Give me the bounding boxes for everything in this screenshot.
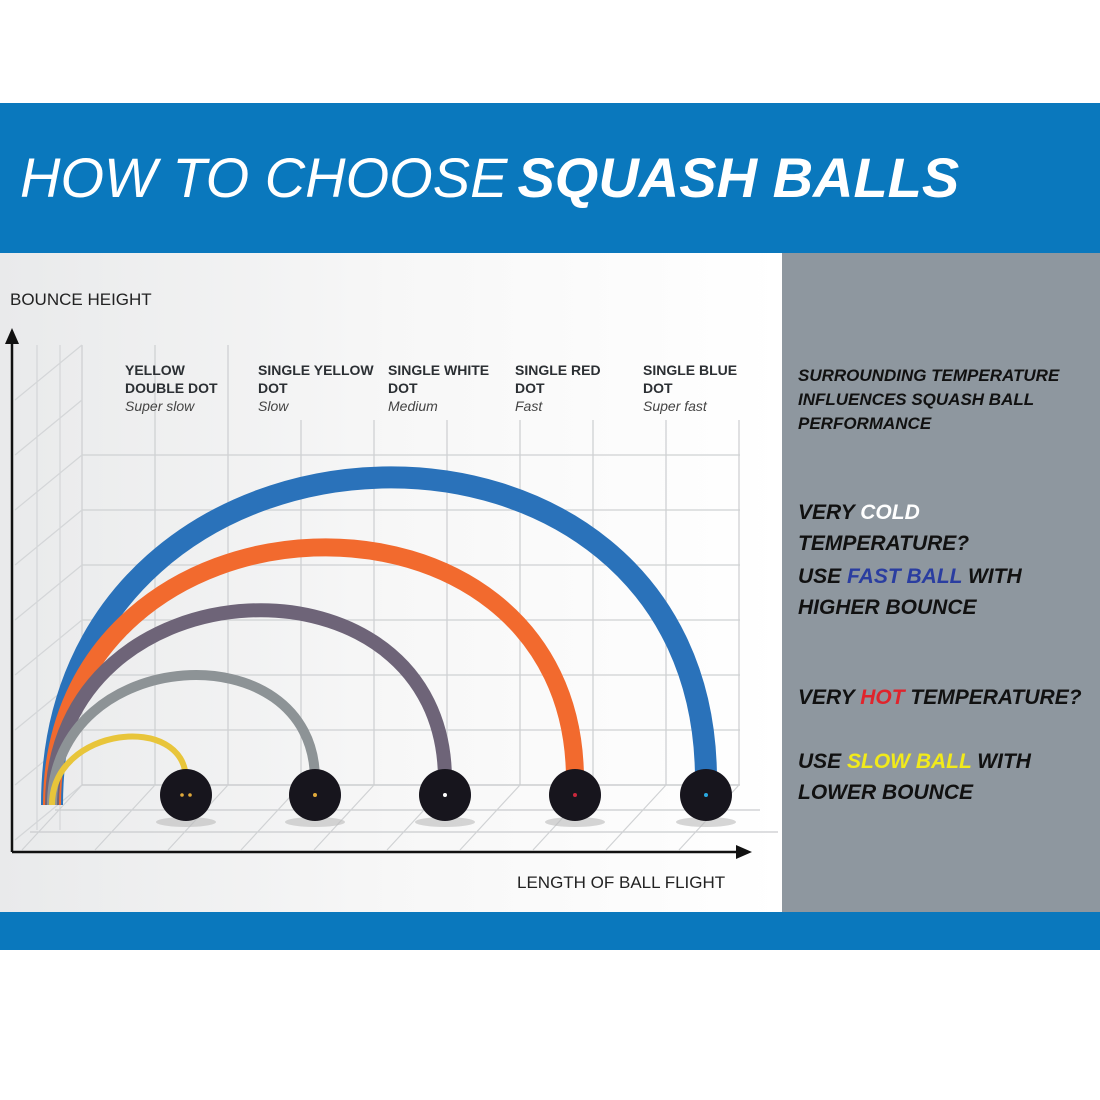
ball-name: SINGLE YELLOW DOT xyxy=(258,362,374,396)
ball-name: SINGLE WHITE DOT xyxy=(388,362,490,396)
ball-label: SINGLE RED DOT Fast xyxy=(515,361,633,415)
ball-speed: Medium xyxy=(388,398,438,414)
hot-question: VERY HOT TEMPERATURE? xyxy=(798,682,1094,713)
grid-line xyxy=(14,619,83,676)
ball-name: SINGLE BLUE DOT xyxy=(643,362,738,396)
ball-shadow xyxy=(156,817,216,827)
grid-line xyxy=(14,454,83,511)
ball-shadow xyxy=(545,817,605,827)
text: USE xyxy=(798,750,848,773)
text: TEMPERATURE? xyxy=(904,686,1082,709)
ball-dot xyxy=(573,793,577,797)
highlight-cold: COLD xyxy=(860,501,920,524)
ball-dot xyxy=(704,793,708,797)
text: WITH LOWER BOUNCE xyxy=(798,750,1031,804)
cold-answer: USE FAST BALL WITH HIGHER BOUNCE xyxy=(798,561,1038,623)
floor-line xyxy=(94,784,156,851)
hot-answer: USE SLOW BALL WITH LOWER BOUNCE xyxy=(798,746,1038,808)
ball-label: SINGLE YELLOW DOT Slow xyxy=(258,361,376,415)
ball-label: SINGLE WHITE DOT Medium xyxy=(388,361,506,415)
ball-dot xyxy=(180,793,184,797)
x-axis-label: LENGTH OF BALL FLIGHT xyxy=(517,873,726,892)
highlight-hot: HOT xyxy=(860,686,905,709)
text: VERY xyxy=(798,501,861,524)
ball-speed: Fast xyxy=(515,398,543,414)
text: TEMPERATURE? xyxy=(798,532,970,555)
highlight-slow-ball: SLOW BALL xyxy=(847,750,972,773)
ball-label: YELLOW DOUBLE DOT Super slow xyxy=(125,361,243,415)
panel-intro: SURROUNDING TEMPERATURE INFLUENCES SQUAS… xyxy=(798,366,1060,433)
ball-dot xyxy=(188,793,192,797)
page-title: HOW TO CHOOSE SQUASH BALLS xyxy=(20,145,1080,211)
ball-shadow xyxy=(676,817,736,827)
header-banner xyxy=(0,103,1100,253)
grid-line xyxy=(14,564,83,621)
y-axis-label: BOUNCE HEIGHT xyxy=(10,290,152,309)
ball-shadow xyxy=(415,817,475,827)
title-bold: SQUASH BALLS xyxy=(517,146,960,209)
grid-line xyxy=(14,399,83,456)
bounce-arc xyxy=(41,466,717,806)
y-axis-arrow-icon xyxy=(5,328,19,344)
bounce-arc xyxy=(47,670,320,806)
grid-line xyxy=(14,784,83,841)
ball-label: SINGLE BLUE DOT Super fast xyxy=(643,361,761,415)
temperature-panel xyxy=(782,253,1100,912)
ball-speed: Super fast xyxy=(643,398,707,414)
text: VERY xyxy=(798,686,861,709)
ball-speed: Slow xyxy=(258,398,289,414)
title-light: HOW TO CHOOSE xyxy=(20,146,508,209)
floor-line xyxy=(21,784,83,851)
footer-bar xyxy=(0,912,1100,950)
bounce-arc xyxy=(49,733,189,806)
squash-ball xyxy=(160,769,212,821)
text: WITH HIGHER BOUNCE xyxy=(798,565,1022,619)
ball-name: SINGLE RED DOT xyxy=(515,362,601,396)
grid-line xyxy=(14,344,83,401)
bounce-arc xyxy=(45,603,452,806)
highlight-fast-ball: FAST BALL xyxy=(847,565,963,588)
grid-line xyxy=(14,509,83,566)
cold-question: VERY COLD TEMPERATURE? xyxy=(798,497,1094,559)
bounce-arc xyxy=(43,538,584,806)
ball-shadow xyxy=(285,817,345,827)
floor-line xyxy=(313,784,375,851)
ball-dot xyxy=(443,793,447,797)
ball-name: YELLOW DOUBLE DOT xyxy=(125,362,218,396)
text: USE xyxy=(798,565,848,588)
floor-line xyxy=(459,784,521,851)
floor-line xyxy=(605,784,667,851)
x-axis-arrow-icon xyxy=(736,845,752,859)
ball-dot xyxy=(313,793,317,797)
ball-speed: Super slow xyxy=(125,398,195,414)
